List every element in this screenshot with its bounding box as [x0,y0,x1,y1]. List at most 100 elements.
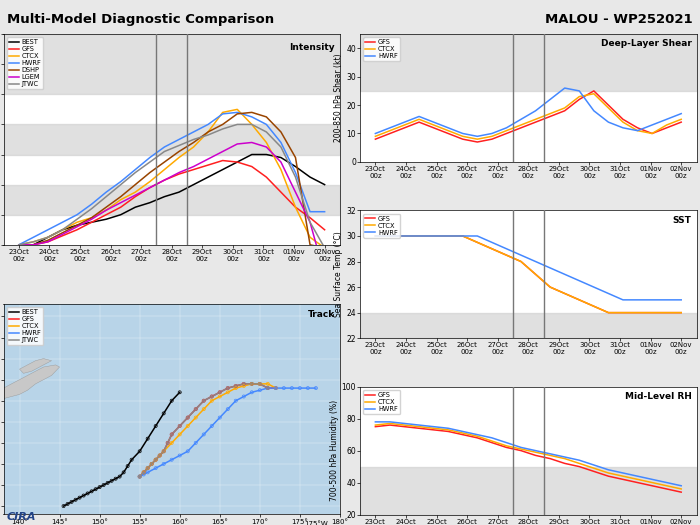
Point [166,439,177,447]
Point [246,380,258,388]
Point [254,380,265,388]
Point [62,500,74,508]
Point [310,384,321,392]
Point [142,468,153,477]
Point [214,392,225,401]
Point [254,380,265,388]
Text: Track: Track [307,310,335,319]
Point [174,452,186,460]
Point [158,409,169,417]
Point [154,452,165,460]
Point [238,380,249,388]
Point [150,456,161,464]
Point [230,384,241,392]
Bar [4,124,340,154]
Point [262,384,274,392]
Point [146,460,158,468]
Point [198,430,209,438]
Point [98,481,109,489]
Y-axis label: 200-850 hPa Shear (kt): 200-850 hPa Shear (kt) [335,54,344,142]
Point [294,384,305,392]
Y-axis label: Sea Surface Temp (°C): Sea Surface Temp (°C) [335,232,344,317]
Point [138,468,149,477]
Point [222,405,233,413]
Point [166,430,177,438]
Point [182,422,193,430]
Text: MALOU - WP252021: MALOU - WP252021 [545,13,693,26]
Point [90,485,101,494]
Point [174,422,186,430]
Point [106,477,117,485]
Point [114,472,125,481]
Point [146,460,158,468]
Point [246,388,258,396]
Point [150,422,161,430]
Text: Mid-Level RH: Mid-Level RH [624,392,692,401]
Point [94,483,105,491]
Point [270,384,281,392]
Text: 175°W: 175°W [304,521,328,525]
Point [146,460,158,468]
Point [142,464,153,473]
Point [238,392,249,401]
Point [190,439,202,447]
Point [174,422,186,430]
Point [286,384,297,392]
Point [254,386,265,394]
Point [190,405,202,413]
Point [158,447,169,456]
Point [82,489,93,498]
Legend: BEST, GFS, CTCX, HWRF, DSHP, LGEM, JTWC: BEST, GFS, CTCX, HWRF, DSHP, LGEM, JTWC [7,37,43,89]
Point [126,456,137,464]
Point [214,413,225,422]
Bar [360,467,696,514]
Point [134,447,146,456]
Point [166,396,177,405]
Point [122,462,133,470]
Point [262,384,274,392]
Point [86,487,97,496]
Legend: GFS, CTCX, HWRF: GFS, CTCX, HWRF [363,390,400,414]
Text: Deep-Layer Shear: Deep-Layer Shear [601,39,692,48]
Point [214,388,225,396]
Point [118,468,130,477]
Legend: BEST, GFS, CTCX, HWRF, JTWC: BEST, GFS, CTCX, HWRF, JTWC [7,307,43,345]
Polygon shape [0,365,60,417]
Point [174,430,186,438]
Point [262,384,274,392]
Point [174,388,186,396]
Point [150,456,161,464]
Bar [360,34,696,91]
Point [198,396,209,405]
Point [222,384,233,392]
Text: Intensity: Intensity [289,43,335,51]
Polygon shape [0,304,4,514]
Bar [4,34,340,94]
Point [238,382,249,390]
Point [182,413,193,422]
Point [158,447,169,456]
Point [246,380,258,388]
Point [230,396,241,405]
Point [198,396,209,405]
Point [70,496,81,504]
Point [138,468,149,477]
Point [206,396,218,405]
Y-axis label: 700-500 hPa Humidity (%): 700-500 hPa Humidity (%) [330,400,339,501]
Point [206,392,218,401]
Point [154,452,165,460]
Point [166,430,177,438]
Text: CIRA: CIRA [7,512,36,522]
Point [134,472,146,481]
Point [142,435,153,443]
Point [238,380,249,388]
Point [270,384,281,392]
Point [102,479,113,487]
Point [158,447,169,456]
Point [302,384,314,392]
Point [138,468,149,477]
Text: SST: SST [673,216,692,225]
Bar [360,313,696,338]
Point [206,392,218,401]
Point [142,464,153,473]
